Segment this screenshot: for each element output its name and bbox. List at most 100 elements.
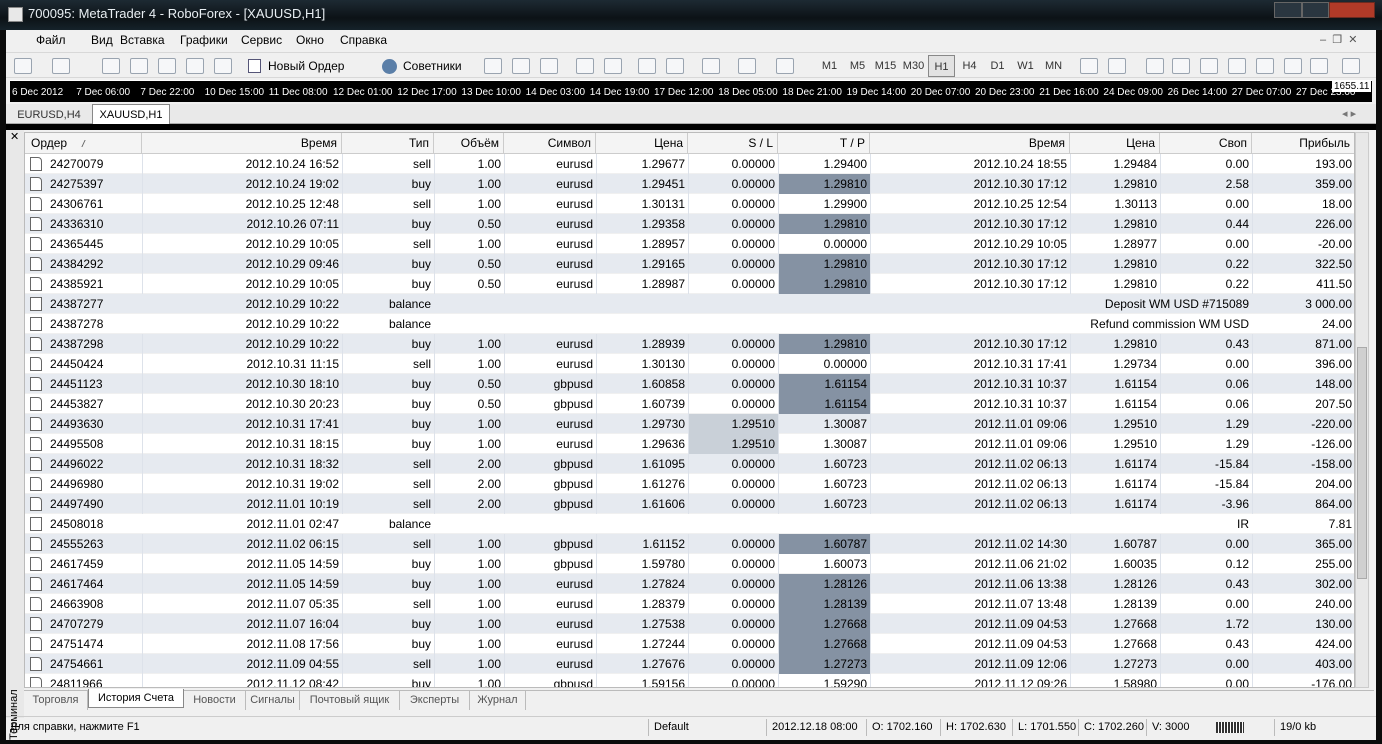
terminal-tab[interactable]: Почтовый ящик: [300, 691, 400, 710]
column-header[interactable]: Цена: [596, 133, 688, 153]
terminal-tab[interactable]: Сигналы: [246, 691, 300, 710]
tool-button[interactable]: [738, 58, 756, 74]
timeframe-button[interactable]: M30: [900, 55, 927, 77]
chart-tab[interactable]: XAUUSD,H1: [92, 104, 170, 124]
close-button[interactable]: [1329, 2, 1375, 18]
menu-item[interactable]: Окно: [296, 33, 324, 47]
terminal-tab[interactable]: Торговля: [24, 691, 88, 710]
column-header[interactable]: Цена: [1070, 133, 1160, 153]
tool-button[interactable]: [776, 58, 794, 74]
table-row[interactable]: 246174642012.11.05 14:59buy1.00eurusd1.2…: [25, 574, 1355, 594]
column-header[interactable]: S / L: [688, 133, 778, 153]
table-row[interactable]: 247514742012.11.08 17:56buy1.00eurusd1.2…: [25, 634, 1355, 654]
menu-item[interactable]: Справка: [340, 33, 387, 47]
terminal-tab[interactable]: Новости: [184, 691, 246, 710]
experts-button[interactable]: Советники: [378, 55, 470, 77]
table-row[interactable]: 244960222012.10.31 18:32sell2.00gbpusd1.…: [25, 454, 1355, 474]
tool-button[interactable]: [186, 58, 204, 74]
tool-button[interactable]: [604, 58, 622, 74]
table-row[interactable]: 243842922012.10.29 09:46buy0.50eurusd1.2…: [25, 254, 1355, 274]
table-row[interactable]: 243859212012.10.29 10:05buy0.50eurusd1.2…: [25, 274, 1355, 294]
table-row[interactable]: 243872982012.10.29 10:22buy1.00eurusd1.2…: [25, 334, 1355, 354]
table-row[interactable]: 243363102012.10.26 07:11buy0.50eurusd1.2…: [25, 214, 1355, 234]
tool-button[interactable]: [102, 58, 120, 74]
tool-button[interactable]: [638, 58, 656, 74]
table-row[interactable]: 243654452012.10.29 10:05sell1.00eurusd1.…: [25, 234, 1355, 254]
timeframe-button[interactable]: D1: [984, 55, 1011, 77]
table-row[interactable]: 244511232012.10.30 18:10buy0.50gbpusd1.6…: [25, 374, 1355, 394]
tool-button[interactable]: [214, 58, 232, 74]
menu-item[interactable]: Файл: [36, 33, 66, 47]
tool-button[interactable]: [14, 58, 32, 74]
table-row[interactable]: 242753972012.10.24 19:02buy1.00eurusd1.2…: [25, 174, 1355, 194]
tool-button[interactable]: [130, 58, 148, 74]
tool-button[interactable]: [576, 58, 594, 74]
tool-button[interactable]: [702, 58, 720, 74]
timeframe-button[interactable]: MN: [1040, 55, 1067, 77]
tab-scroll[interactable]: ◂ ▸: [1342, 107, 1356, 120]
maximize-button[interactable]: [1302, 2, 1329, 18]
tool-button[interactable]: [1284, 58, 1302, 74]
tool-button[interactable]: [52, 58, 70, 74]
scroll-thumb[interactable]: [1357, 347, 1367, 579]
tool-button[interactable]: [1228, 58, 1246, 74]
menu-item[interactable]: Вид: [91, 33, 113, 47]
table-row[interactable]: 244955082012.10.31 18:15buy1.00eurusd1.2…: [25, 434, 1355, 454]
tool-button[interactable]: [540, 58, 558, 74]
terminal-tab[interactable]: Эксперты: [400, 691, 470, 710]
chart-tab[interactable]: EURUSD,H4: [10, 106, 88, 124]
table-row[interactable]: 242700792012.10.24 16:52sell1.00eurusd1.…: [25, 154, 1355, 174]
tool-button[interactable]: [512, 58, 530, 74]
table-row[interactable]: 245552632012.11.02 06:15sell1.00gbpusd1.…: [25, 534, 1355, 554]
timeframe-button[interactable]: H4: [956, 55, 983, 77]
tool-button[interactable]: [158, 58, 176, 74]
timeframe-button[interactable]: H1: [928, 55, 955, 77]
timeframe-button[interactable]: W1: [1012, 55, 1039, 77]
table-row[interactable]: 244538272012.10.30 20:23buy0.50gbpusd1.6…: [25, 394, 1355, 414]
column-header[interactable]: Объём: [434, 133, 504, 153]
table-row[interactable]: 244969802012.10.31 19:02sell2.00gbpusd1.…: [25, 474, 1355, 494]
tool-button[interactable]: [1108, 58, 1126, 74]
menu-item[interactable]: Вставка: [120, 33, 165, 47]
column-header[interactable]: Символ: [504, 133, 596, 153]
column-header[interactable]: T / P: [778, 133, 870, 153]
mdi-buttons[interactable]: ‒ ❐ ✕: [1320, 33, 1370, 47]
terminal-tab[interactable]: Журнал: [470, 691, 526, 710]
close-terminal[interactable]: ✕: [10, 130, 19, 143]
tool-button[interactable]: [1172, 58, 1190, 74]
tool-button[interactable]: [1146, 58, 1164, 74]
minimize-button[interactable]: [1274, 2, 1302, 18]
table-row[interactable]: 247072792012.11.07 16:04buy1.00eurusd1.2…: [25, 614, 1355, 634]
new-order-button[interactable]: Новый Ордер: [242, 55, 378, 77]
table-row[interactable]: 244936302012.10.31 17:41buy1.00eurusd1.2…: [25, 414, 1355, 434]
timeframe-button[interactable]: M1: [816, 55, 843, 77]
table-row[interactable]: 246174592012.11.05 14:59buy1.00gbpusd1.5…: [25, 554, 1355, 574]
column-header[interactable]: Время: [870, 133, 1070, 153]
table-row[interactable]: 243872782012.10.29 10:22balanceRefund co…: [25, 314, 1355, 334]
table-row[interactable]: 246639082012.11.07 05:35sell1.00eurusd1.…: [25, 594, 1355, 614]
tool-button[interactable]: [1200, 58, 1218, 74]
tool-button[interactable]: [1256, 58, 1274, 74]
menu-item[interactable]: Графики: [180, 33, 228, 47]
scrollbar[interactable]: [1355, 132, 1369, 688]
timeframe-button[interactable]: M5: [844, 55, 871, 77]
table-row[interactable]: 243872772012.10.29 10:22balanceDeposit W…: [25, 294, 1355, 314]
tool-button[interactable]: [1080, 58, 1098, 74]
tool-button[interactable]: [1310, 58, 1328, 74]
timeframe-button[interactable]: M15: [872, 55, 899, 77]
table-row[interactable]: 245080182012.11.01 02:47balanceIR7.81: [25, 514, 1355, 534]
terminal-tab[interactable]: История Счета: [88, 689, 184, 708]
column-header[interactable]: Прибыль: [1252, 133, 1355, 153]
tool-button[interactable]: [1342, 58, 1360, 74]
table-row[interactable]: 248119662012.11.12 08:42buy1.00gbpusd1.5…: [25, 674, 1355, 688]
menu-item[interactable]: Сервис: [241, 33, 282, 47]
tool-button[interactable]: [484, 58, 502, 74]
table-row[interactable]: 247546612012.11.09 04:55sell1.00eurusd1.…: [25, 654, 1355, 674]
table-row[interactable]: 243067612012.10.25 12:48sell1.00eurusd1.…: [25, 194, 1355, 214]
table-row[interactable]: 244504242012.10.31 11:15sell1.00eurusd1.…: [25, 354, 1355, 374]
table-row[interactable]: 244974902012.11.01 10:19sell2.00gbpusd1.…: [25, 494, 1355, 514]
column-header[interactable]: Своп: [1160, 133, 1252, 153]
column-header[interactable]: Время: [142, 133, 342, 153]
column-header[interactable]: Тип: [342, 133, 434, 153]
tool-button[interactable]: [666, 58, 684, 74]
